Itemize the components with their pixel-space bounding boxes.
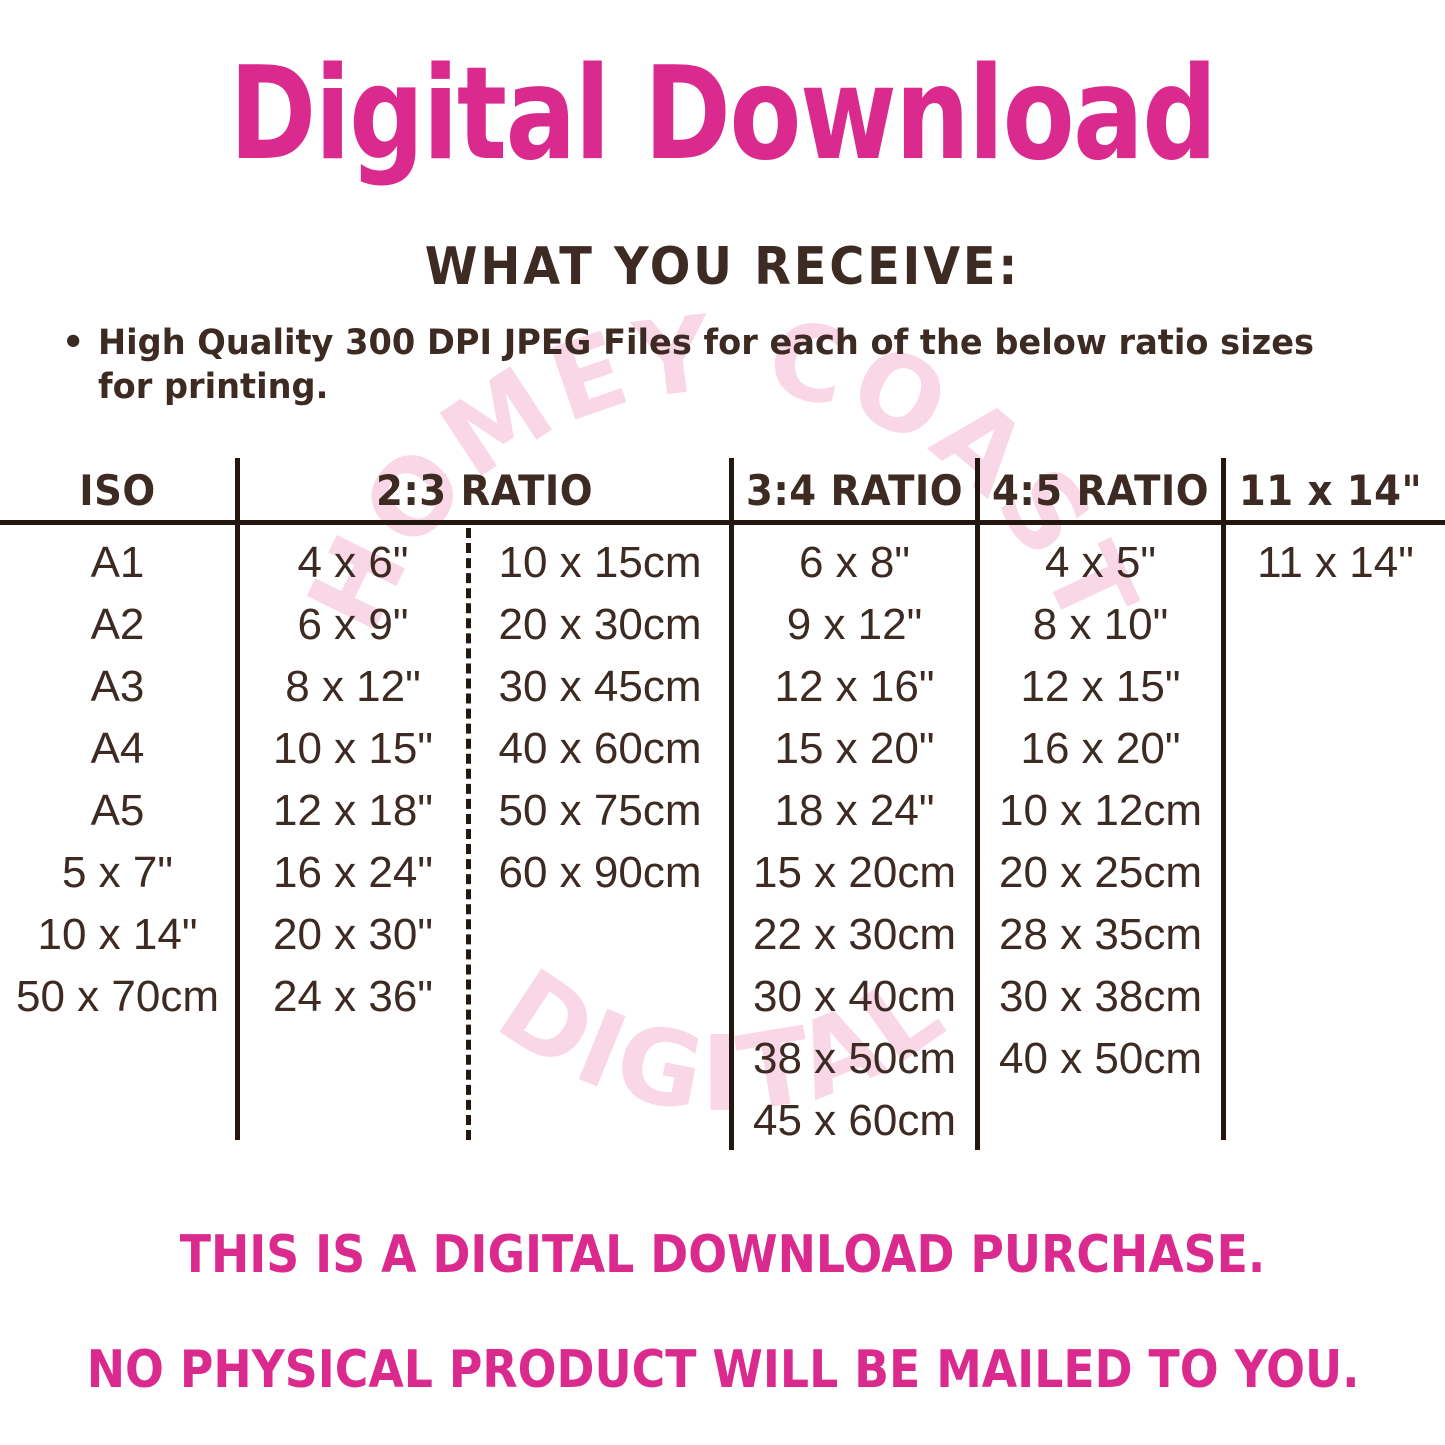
table-header-11x14: 11 x 14" xyxy=(1238,466,1423,515)
table-cell: A1 xyxy=(90,538,145,587)
table-cell: 18 x 24" xyxy=(774,786,935,835)
table-cell: 30 x 45cm xyxy=(498,662,702,711)
table-cell: 16 x 20" xyxy=(1020,724,1181,773)
table-cell: 4 x 5" xyxy=(1044,538,1156,587)
table-cell: 20 x 30" xyxy=(273,910,433,959)
table-cell: 28 x 35cm xyxy=(999,910,1202,959)
table-column-2-3-inches: 4 x 6" 6 x 9" 8 x 12" 10 x 15" 12 x 18" 16 x … xyxy=(240,532,466,1028)
bullet-item-label: High Quality 300 DPI JPEG Files for each… xyxy=(98,323,1315,407)
table-cell: 11 x 14" xyxy=(1257,538,1414,587)
table-column-divider-iso xyxy=(235,458,240,1140)
table-cell: 9 x 12" xyxy=(786,600,923,649)
table-cell: 12 x 16" xyxy=(774,662,935,711)
table-cell: 10 x 15" xyxy=(273,724,433,773)
table-cell: 30 x 38cm xyxy=(999,972,1202,1021)
table-column-divider-4-5 xyxy=(975,458,980,1150)
table-cell: 15 x 20" xyxy=(774,724,935,773)
table-cell: 5 x 7" xyxy=(61,848,173,897)
table-cell: 8 x 10" xyxy=(1032,600,1169,649)
table-header-4-5-ratio: 4:5 RATIO xyxy=(991,466,1210,515)
table-column-2-3-cm: 10 x 15cm 20 x 30cm 30 x 45cm 40 x 60cm 50 x… xyxy=(471,532,729,904)
table-cell: 30 x 40cm xyxy=(753,972,956,1021)
table-cell: 20 x 25cm xyxy=(999,848,1202,897)
table-cell: 22 x 30cm xyxy=(753,910,956,959)
table-column-4-5: 4 x 5" 8 x 10" 12 x 15" 16 x 20" 10 x 12cm 20… xyxy=(980,532,1221,1090)
table-cell: 38 x 50cm xyxy=(753,1034,956,1083)
section-heading-what-you-receive: WHAT YOU RECEIVE: xyxy=(424,237,1021,297)
table-cell: 6 x 8" xyxy=(798,538,910,587)
footer-digital-download-notice: THIS IS A DIGITAL DOWNLOAD PURCHASE. xyxy=(179,1225,1266,1285)
table-cell: 6 x 9" xyxy=(297,600,409,649)
bullet-point-icon: • xyxy=(62,323,85,363)
table-cell: 4 x 6" xyxy=(297,538,409,587)
table-cell: 10 x 14" xyxy=(37,910,198,959)
table-column-11x14: 11 x 14" xyxy=(1226,532,1445,594)
table-cell: 20 x 30cm xyxy=(498,600,702,649)
table-cell: 10 x 12cm xyxy=(999,786,1202,835)
table-cell: A4 xyxy=(90,724,145,773)
table-header-divider xyxy=(0,520,1445,525)
table-cell: 40 x 50cm xyxy=(999,1034,1202,1083)
table-column-iso: A1 A2 A3 A4 A5 5 x 7" 10 x 14" 50 x 70cm xyxy=(0,532,235,1028)
table-column-divider-2-3-inner xyxy=(466,528,471,1140)
table-cell: 60 x 90cm xyxy=(498,848,702,897)
list-item: • High Quality 300 DPI JPEG Files for ea… xyxy=(62,322,1402,410)
table-cell: 40 x 60cm xyxy=(498,724,702,773)
table-column-divider-3-4 xyxy=(729,458,734,1150)
table-cell: A5 xyxy=(90,786,145,835)
table-cell: 15 x 20cm xyxy=(753,848,956,897)
table-column-divider-11x14 xyxy=(1221,458,1226,1140)
table-column-3-4: 6 x 8" 9 x 12" 12 x 16" 15 x 20" 18 x 24" 15 … xyxy=(734,532,975,1152)
table-header-3-4-ratio: 3:4 RATIO xyxy=(745,466,964,515)
table-header-iso: ISO xyxy=(79,466,156,515)
footer-no-physical-product-notice: NO PHYSICAL PRODUCT WILL BE MAILED TO YO… xyxy=(86,1340,1360,1400)
page-title: Digital Download xyxy=(229,40,1217,189)
table-cell: 50 x 75cm xyxy=(498,786,702,835)
table-cell: A3 xyxy=(90,662,145,711)
table-cell: 8 x 12" xyxy=(285,662,421,711)
table-cell: 12 x 15" xyxy=(1020,662,1181,711)
table-cell: 50 x 70cm xyxy=(16,972,219,1021)
table-cell: 45 x 60cm xyxy=(753,1096,956,1145)
table-cell: A2 xyxy=(90,600,145,649)
table-cell: 12 x 18" xyxy=(273,786,433,835)
table-cell: 16 x 24" xyxy=(273,848,433,897)
table-cell: 24 x 36" xyxy=(273,972,433,1021)
table-cell: 10 x 15cm xyxy=(498,538,702,587)
table-header-2-3-ratio: 2:3 RATIO xyxy=(375,466,594,515)
